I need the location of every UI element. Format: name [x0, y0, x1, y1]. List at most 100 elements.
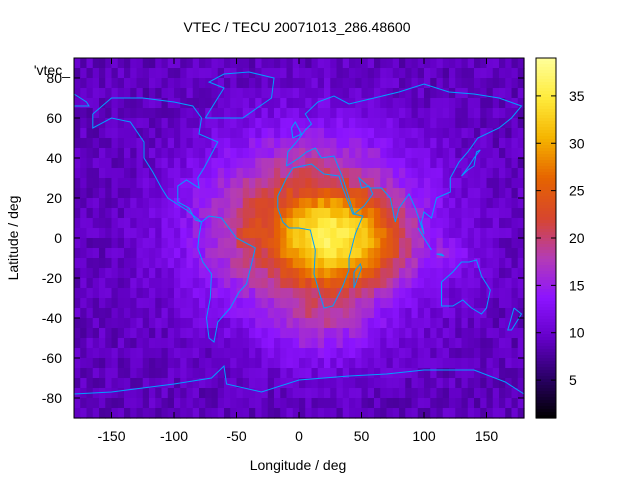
heatmap-cell: [449, 228, 456, 239]
heatmap-cell: [136, 208, 144, 219]
heatmap-cell: [355, 218, 363, 229]
heatmap-cell: [499, 368, 506, 379]
heatmap-cell: [92, 128, 100, 139]
heatmap-cell: [205, 158, 213, 169]
colorbar-segment: [536, 244, 556, 248]
colorbar-segment: [536, 229, 556, 233]
heatmap-cell: [167, 118, 175, 129]
heatmap-cell: [361, 138, 369, 149]
heatmap-cell: [286, 388, 294, 399]
heatmap-cell: [349, 288, 356, 299]
heatmap-cell: [461, 218, 469, 229]
heatmap-cell: [386, 388, 394, 399]
heatmap-cell: [224, 138, 231, 149]
heatmap-cell: [74, 358, 81, 369]
heatmap-cell: [405, 378, 413, 389]
heatmap-cell: [467, 398, 475, 409]
heatmap-cell: [392, 138, 400, 149]
heatmap-cell: [211, 158, 219, 169]
heatmap-cell: [349, 358, 356, 369]
heatmap-cell: [349, 338, 356, 349]
heatmap-cell: [86, 268, 94, 279]
heatmap-cell: [299, 388, 306, 399]
heatmap-cell: [261, 248, 269, 259]
heatmap-cell: [486, 128, 494, 139]
heatmap-cell: [224, 338, 231, 349]
heatmap-cell: [174, 268, 181, 279]
heatmap-cell: [261, 138, 269, 149]
heatmap-cell: [80, 348, 88, 359]
heatmap-cell: [274, 118, 281, 129]
heatmap-cell: [86, 398, 94, 409]
heatmap-cell: [92, 308, 100, 319]
heatmap-cell: [105, 78, 113, 89]
heatmap-cell: [217, 188, 225, 199]
heatmap-cell: [230, 238, 238, 249]
heatmap-cell: [386, 248, 394, 259]
heatmap-cell: [436, 98, 444, 109]
heatmap-cell: [292, 158, 300, 169]
heatmap-cell: [74, 258, 81, 269]
heatmap-cell: [517, 178, 525, 189]
heatmap-cell: [361, 358, 369, 369]
coastline: [277, 163, 364, 309]
heatmap-cell: [411, 308, 419, 319]
heatmap-cell: [174, 308, 181, 319]
heatmap-cell: [111, 88, 119, 99]
heatmap-cell: [430, 188, 438, 199]
heatmap-cell: [436, 168, 444, 179]
heatmap-cell: [517, 218, 525, 229]
colorbar-segment: [536, 352, 556, 356]
heatmap-cell: [436, 378, 444, 389]
heatmap-cell: [442, 248, 450, 259]
heatmap-cell: [155, 298, 163, 309]
heatmap-cell: [217, 168, 225, 179]
heatmap-cell: [292, 388, 300, 399]
heatmap-cell: [455, 228, 463, 239]
heatmap-cell: [399, 408, 406, 419]
heatmap-cell: [92, 168, 100, 179]
heatmap-cell: [349, 68, 356, 79]
heatmap-cell: [499, 218, 506, 229]
heatmap-cell: [142, 108, 150, 119]
heatmap-cell: [180, 258, 188, 269]
heatmap-cell: [299, 378, 306, 389]
heatmap-cell: [92, 318, 100, 329]
heatmap-cell: [392, 218, 400, 229]
heatmap-cell: [249, 208, 256, 219]
heatmap-cell: [449, 388, 456, 399]
heatmap-cell: [92, 328, 100, 339]
heatmap-cell: [517, 208, 525, 219]
heatmap-cell: [492, 358, 500, 369]
heatmap-cell: [380, 388, 388, 399]
heatmap-cell: [211, 268, 219, 279]
colorbar-segment: [536, 382, 556, 386]
heatmap-cell: [517, 158, 525, 169]
heatmap-cell: [511, 188, 519, 199]
heatmap-cell: [399, 148, 406, 159]
colorbar-segment: [536, 205, 556, 209]
heatmap-cell: [380, 138, 388, 149]
heatmap-cell: [430, 348, 438, 359]
heatmap-cell: [155, 378, 163, 389]
heatmap-cell: [305, 398, 313, 409]
heatmap-cell: [367, 188, 375, 199]
heatmap-cell: [480, 338, 488, 349]
heatmap-cell: [361, 308, 369, 319]
heatmap-cell: [99, 308, 106, 319]
heatmap-cell: [242, 78, 250, 89]
heatmap-cell: [99, 338, 106, 349]
heatmap-cell: [186, 118, 194, 129]
heatmap-cell: [130, 128, 138, 139]
heatmap-cell: [299, 118, 306, 129]
heatmap-cell: [461, 208, 469, 219]
coastline: [441, 259, 491, 315]
heatmap-cell: [492, 398, 500, 409]
heatmap-cell: [355, 88, 363, 99]
colorbar-segment: [536, 220, 556, 224]
colorbar-segment: [536, 412, 556, 416]
heatmap-cell: [467, 188, 475, 199]
heatmap-cell: [392, 348, 400, 359]
heatmap-cell: [349, 108, 356, 119]
heatmap-cell: [292, 108, 300, 119]
